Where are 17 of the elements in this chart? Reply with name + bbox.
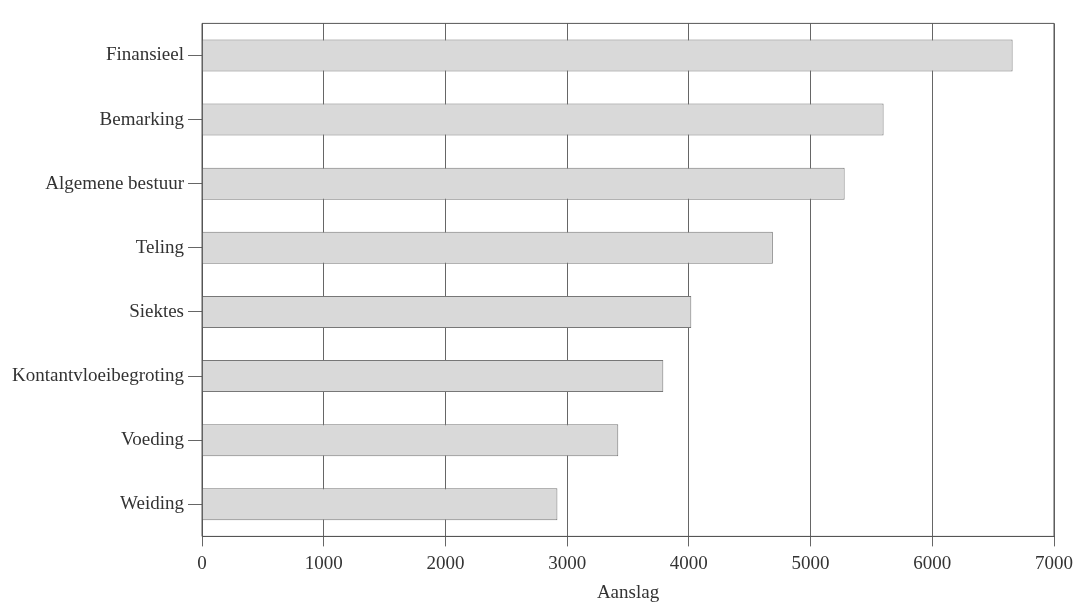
x-tick-label: 4000 <box>669 551 708 573</box>
y-tick-label: Weiding <box>120 492 185 514</box>
x-tick-label: 2000 <box>426 551 465 573</box>
x-tick-label: 7000 <box>1035 551 1073 573</box>
y-tick-label: Voeding <box>121 428 185 450</box>
x-tick-label: 6000 <box>913 551 952 573</box>
y-tick-label: Teling <box>135 235 185 257</box>
y-tick-label: Finansieel <box>105 43 185 65</box>
x-tick-label: 3000 <box>548 551 587 573</box>
x-tick-label: 1000 <box>304 551 343 573</box>
y-tick-label: Siektes <box>129 299 185 321</box>
y-tick-label: Kontantvloeibegroting <box>11 364 185 386</box>
x-tick-label: 0 <box>197 551 207 573</box>
y-tick-label: Algemene bestuur <box>45 171 185 193</box>
x-axis-title: Aanslag <box>596 580 660 602</box>
x-tick-label: 5000 <box>791 551 830 573</box>
y-tick-label: Bemarking <box>99 107 185 129</box>
